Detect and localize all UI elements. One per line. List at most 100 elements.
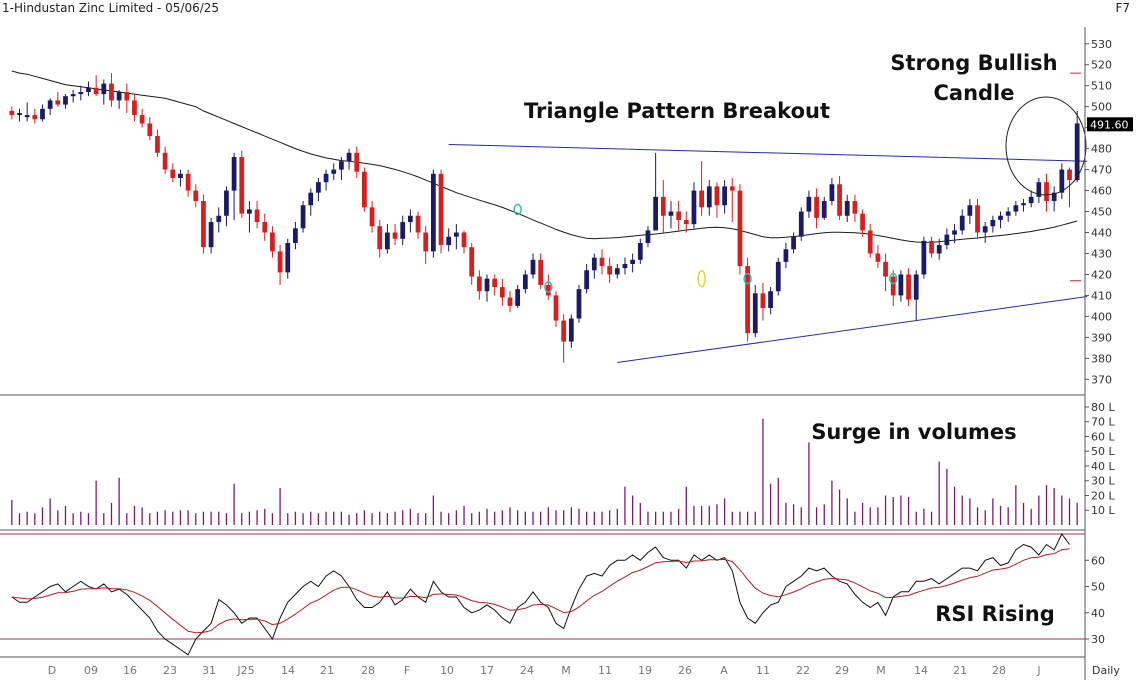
last-price-box: [1087, 117, 1133, 132]
candle-body: [906, 274, 911, 300]
highlight-marker: [888, 272, 898, 285]
x-tick-label: 09: [84, 664, 98, 677]
candle-body: [354, 152, 360, 172]
candle-body: [722, 186, 727, 206]
candle-body: [40, 108, 45, 120]
candle-body: [170, 169, 176, 178]
annotation-bullish-1: Strong Bullish: [890, 51, 1057, 75]
candle-body: [109, 83, 114, 101]
x-tick-label: 19: [638, 664, 652, 677]
candle-body: [308, 192, 314, 206]
candle-body: [883, 261, 888, 277]
candle-body: [737, 190, 743, 267]
x-tick-label: 24: [520, 664, 534, 677]
x-tick-label: D: [48, 664, 56, 677]
volume-tick-label: 50 L: [1091, 445, 1115, 458]
price-tick-label: 500: [1091, 101, 1112, 114]
candle-body: [231, 157, 237, 191]
x-tick-label: 31: [202, 664, 216, 677]
candle-body: [484, 278, 490, 292]
annotation-rsi: RSI Rising: [935, 602, 1054, 626]
candle-body: [561, 320, 567, 342]
candle-body: [55, 100, 61, 105]
candle-body: [201, 201, 206, 248]
candle-body: [262, 222, 268, 233]
candle-body: [93, 87, 99, 95]
candle-body: [837, 184, 842, 216]
volume-tick-label: 20 L: [1091, 489, 1115, 502]
candle-body: [637, 243, 643, 260]
highlight-marker: [544, 281, 553, 293]
candle-body: [998, 215, 1003, 220]
candle-body: [653, 196, 659, 231]
candle-body: [584, 270, 590, 290]
candle-body: [875, 253, 881, 262]
rsi-panel: [0, 533, 1085, 656]
x-tick-label: J: [1036, 664, 1040, 677]
candle-body: [1059, 169, 1065, 193]
candle-body: [86, 87, 91, 93]
candle-body: [936, 245, 942, 254]
annotations: Strong Bullish Candle Triangle Pattern B…: [524, 51, 1058, 626]
candle-body: [9, 110, 15, 116]
candle-body: [1028, 196, 1034, 204]
x-tick-label: 28: [992, 664, 1006, 677]
x-tick-label: M: [876, 664, 886, 677]
candle-body: [147, 123, 153, 137]
x-tick-label: 10: [440, 664, 454, 677]
candle-body: [530, 259, 536, 275]
candle-body: [990, 219, 996, 227]
price-tick-label: 410: [1091, 289, 1112, 302]
candle-body: [783, 249, 789, 262]
highlight-marker: [697, 269, 706, 288]
candle-body: [913, 274, 919, 300]
x-tick-label: 22: [796, 664, 810, 677]
candle-body: [499, 287, 505, 298]
candle-body: [285, 243, 291, 273]
volume-tick-label: 40 L: [1091, 460, 1115, 473]
candle-body: [430, 173, 436, 252]
candle-body: [921, 240, 927, 275]
candle-body: [316, 182, 321, 193]
candle-body: [507, 297, 513, 306]
moving-average-line: [11, 70, 1078, 243]
rsi-tick-label: 50: [1091, 581, 1105, 594]
candle-body: [829, 184, 835, 202]
candle-body: [1044, 182, 1049, 202]
candle-body: [1021, 203, 1026, 206]
price-tick-label: 390: [1091, 331, 1112, 344]
candle-body: [729, 186, 735, 191]
highlight-marker: [513, 203, 522, 216]
candle-body: [346, 152, 352, 162]
candle-body: [155, 136, 160, 153]
x-tick-label: 14: [281, 664, 295, 677]
volume-tick-label: 60 L: [1091, 430, 1115, 443]
candle-body: [622, 263, 628, 269]
x-tick-label: 23: [163, 664, 177, 677]
candle-body: [461, 232, 467, 248]
x-tick-label: J25: [236, 664, 254, 677]
candle-body: [293, 228, 298, 244]
candle-body: [791, 236, 796, 250]
candle-body: [339, 161, 344, 170]
candle-body: [300, 205, 306, 229]
price-tick-label: 440: [1091, 227, 1112, 240]
candle-body: [469, 247, 475, 277]
candle-body: [139, 115, 145, 124]
volume-tick-label: 80 L: [1091, 401, 1115, 414]
x-tick-label: 26: [678, 664, 692, 677]
candle-body: [132, 100, 137, 116]
candle-body: [208, 222, 214, 248]
candle-body: [515, 289, 521, 306]
candle-body: [239, 157, 245, 214]
candle-body: [492, 278, 498, 288]
annotation-bullish-2: Candle: [933, 81, 1014, 105]
candle-body: [553, 295, 559, 321]
x-tick-label: 11: [598, 664, 612, 677]
candle-body: [821, 201, 827, 218]
candle-body: [1013, 205, 1019, 212]
candle-body: [929, 240, 934, 254]
price-tick-label: 400: [1091, 310, 1112, 323]
price-tick-label: 510: [1091, 80, 1112, 93]
candle-body: [775, 261, 781, 292]
